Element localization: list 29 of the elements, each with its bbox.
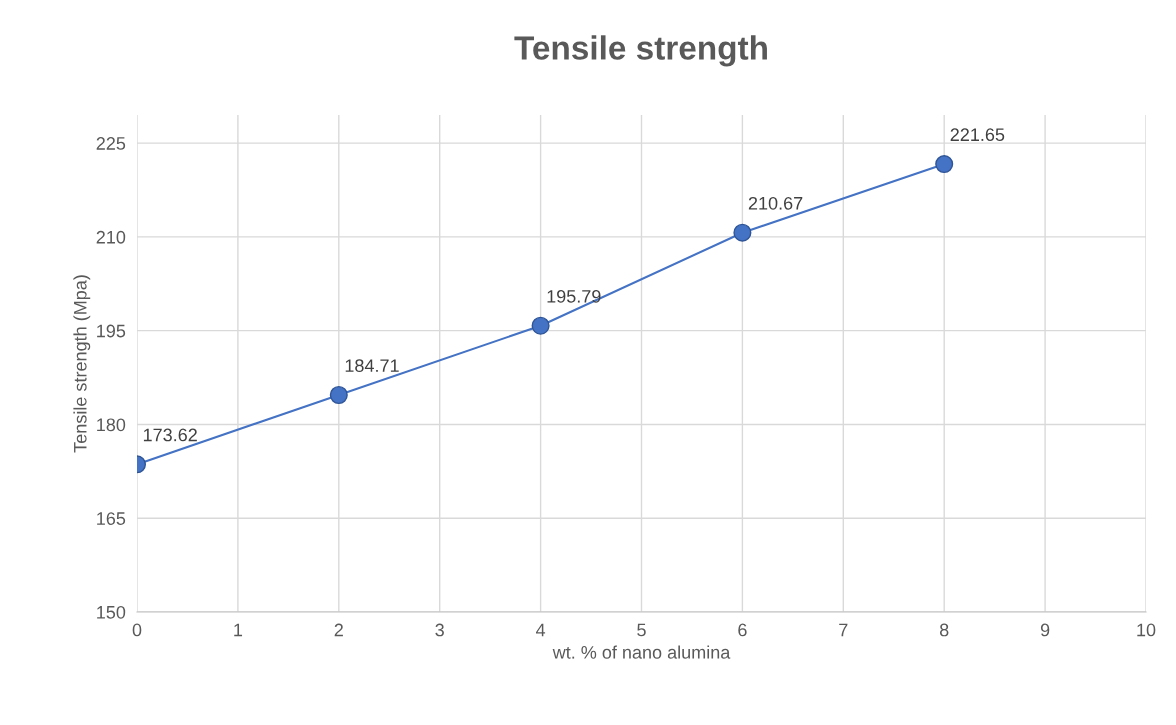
- data-label: 221.65: [950, 128, 1005, 142]
- data-label: 210.67: [748, 196, 803, 210]
- y-tick-label: 150: [97, 605, 126, 619]
- point: [733, 223, 752, 242]
- data-label: 184.71: [345, 359, 399, 372]
- data-label: 195.79: [547, 289, 601, 303]
- x-tick-label: 8: [939, 623, 949, 637]
- x-tick-label: 9: [1040, 623, 1050, 637]
- x-tick-label: 7: [839, 623, 848, 637]
- point: [531, 316, 550, 335]
- x-tick-label: 10: [1137, 623, 1156, 637]
- data-label: 173.62: [143, 428, 197, 442]
- x-axis-title: wt. % of nano alumina: [552, 645, 731, 659]
- x-tick-label: 0: [132, 623, 142, 637]
- point: [329, 385, 348, 405]
- y-tick-label: 210: [96, 230, 126, 244]
- y-tick-label: 195: [97, 324, 126, 338]
- point: [935, 155, 954, 174]
- x-tick-label: 6: [738, 623, 747, 637]
- x-tick-label: 5: [637, 623, 646, 637]
- x-tick-label: 2: [334, 623, 343, 637]
- y-axis-title: Tensile strength (Mpa): [73, 275, 91, 453]
- x-tick-label: 3: [435, 623, 444, 637]
- x-tick-label: 1: [234, 623, 243, 637]
- chart-title: Tensile strength: [514, 35, 767, 67]
- y-tick-label: 165: [97, 512, 126, 525]
- y-tick-label: 225: [96, 137, 126, 150]
- x-tick-label: 4: [535, 623, 546, 637]
- y-tick-label: 180: [97, 418, 126, 432]
